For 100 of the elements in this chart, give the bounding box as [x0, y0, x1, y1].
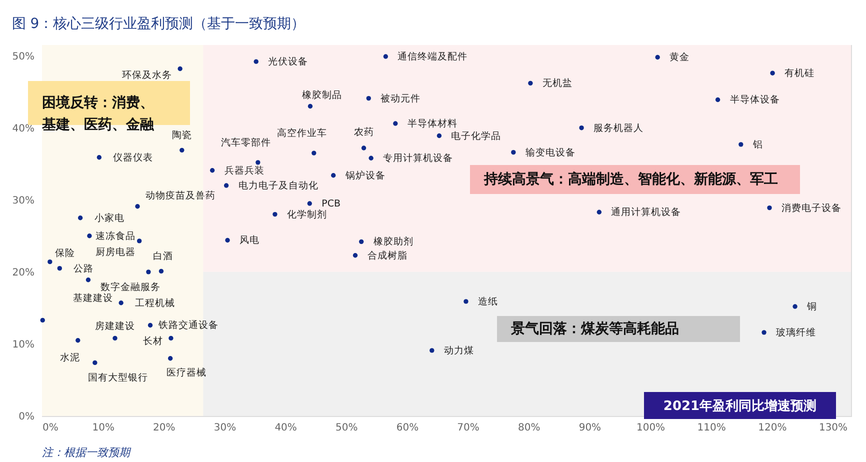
point — [307, 201, 312, 206]
y-tick-label: 0% — [18, 412, 34, 422]
point — [511, 150, 516, 155]
point — [148, 322, 153, 328]
annotation: 电子化学品 — [451, 130, 502, 142]
annotation: 橡胶助剂 — [373, 236, 414, 248]
annotation: 锅炉设备 — [344, 169, 386, 182]
x-tick-label: 100% — [636, 422, 666, 434]
point — [792, 304, 798, 309]
x-axis-title: 2021年盈利同比增速预测 — [663, 398, 817, 414]
x-tick-label: 20% — [153, 422, 176, 434]
annotation: 汽车零部件 — [220, 136, 271, 148]
x-tick-label: 60% — [396, 422, 419, 434]
point — [596, 210, 602, 214]
point — [528, 80, 533, 86]
point — [40, 318, 45, 323]
point — [770, 70, 775, 76]
annotation: 速冻食品 — [95, 230, 136, 242]
point — [331, 173, 336, 178]
point — [86, 278, 91, 282]
point — [383, 54, 388, 59]
x-tick-label: 110% — [697, 422, 726, 434]
point — [655, 54, 660, 60]
annotation: 半导体材料 — [407, 118, 458, 130]
y-tick-label: 10% — [12, 339, 34, 350]
annotation: 工程机械 — [135, 296, 176, 309]
annotation: 小家电 — [94, 212, 124, 224]
annotation: 公路 — [74, 262, 94, 274]
annotation: 电力电子及自动化 — [238, 179, 318, 192]
x-tick-label: 0% — [42, 422, 58, 434]
point — [430, 348, 434, 353]
annotation: 有机硅 — [784, 67, 815, 80]
point — [738, 142, 744, 147]
x-tick-label: 80% — [518, 422, 540, 434]
annotation: 化学制剂 — [286, 208, 327, 220]
chart-title: 图 9：核心三级行业盈利预测（基于一致预期） — [12, 16, 306, 32]
point — [358, 239, 364, 244]
point — [158, 268, 164, 274]
y-tick-label: 50% — [12, 51, 34, 62]
point — [579, 126, 584, 130]
annotation: 被动元件 — [380, 92, 421, 104]
x-tick-label: 30% — [214, 422, 236, 434]
annotation: 输变电设备 — [525, 146, 576, 158]
annotation: 兵器兵装 — [224, 164, 264, 176]
annotation: PCB — [322, 198, 341, 210]
annotation: 光伏设备 — [268, 56, 308, 68]
text: 注：根据一致预期 — [42, 446, 132, 459]
point — [312, 150, 316, 156]
band-label: 景气回落：煤炭等高耗能品 — [510, 320, 679, 337]
annotation: 玻璃纤维 — [776, 326, 816, 338]
point — [254, 59, 258, 64]
band-label: 困境反转：消费、基建、医药、金融 — [41, 94, 155, 133]
annotation: 仪器仪表 — [113, 151, 154, 164]
point — [78, 216, 83, 220]
annotation: 水泥 — [60, 351, 80, 364]
annotation: 基建建设 — [73, 292, 114, 304]
band-label: 持续高景气：高端制造、智能化、新能源、军工 — [483, 170, 778, 188]
point — [368, 156, 374, 160]
point — [180, 148, 184, 153]
point — [87, 234, 92, 238]
annotation: 合成树脂 — [367, 249, 408, 262]
annotation: 环保及水务 — [122, 68, 172, 81]
y-tick-label: 40% — [12, 123, 34, 134]
point — [210, 168, 215, 173]
annotation: 专用计算机设备 — [383, 152, 454, 164]
annotation: 动物疫苗及兽药 — [146, 189, 216, 202]
annotation: 铝 — [752, 139, 763, 150]
x-tick-label: 120% — [758, 422, 787, 434]
annotation: 高空作业车 — [276, 127, 327, 140]
point — [352, 253, 358, 258]
point — [272, 212, 278, 217]
annotation: 无机盐 — [542, 77, 572, 90]
x-tick-label: 10% — [92, 422, 114, 434]
annotation: 造纸 — [478, 295, 498, 308]
annotation: 长材 — [142, 335, 163, 348]
x-tick-label: 130% — [818, 422, 848, 434]
point — [168, 336, 174, 341]
point — [146, 270, 151, 274]
point — [57, 266, 62, 271]
y-tick-label: 30% — [12, 195, 34, 206]
point — [118, 300, 124, 306]
point — [224, 183, 229, 188]
x-tick-label: 50% — [336, 422, 358, 434]
annotation: 厨房电器 — [95, 246, 136, 258]
annotation: 动力煤 — [444, 344, 474, 356]
annotation: 农药 — [354, 126, 374, 138]
annotation: 数字金融服务 — [100, 280, 160, 293]
point — [361, 146, 366, 150]
x-tick-label: 90% — [578, 422, 602, 434]
point — [256, 160, 260, 165]
point — [92, 360, 98, 366]
point — [112, 336, 118, 341]
annotation: 国有大型银行 — [88, 372, 148, 384]
annotation: 风电 — [240, 234, 260, 246]
annotation: 黄金 — [670, 51, 690, 64]
annotation: 医疗器械 — [166, 366, 206, 378]
point — [76, 338, 80, 343]
annotation: 铜 — [806, 302, 818, 312]
annotation: 保险 — [54, 246, 75, 259]
annotation: 橡胶制品 — [302, 89, 342, 102]
